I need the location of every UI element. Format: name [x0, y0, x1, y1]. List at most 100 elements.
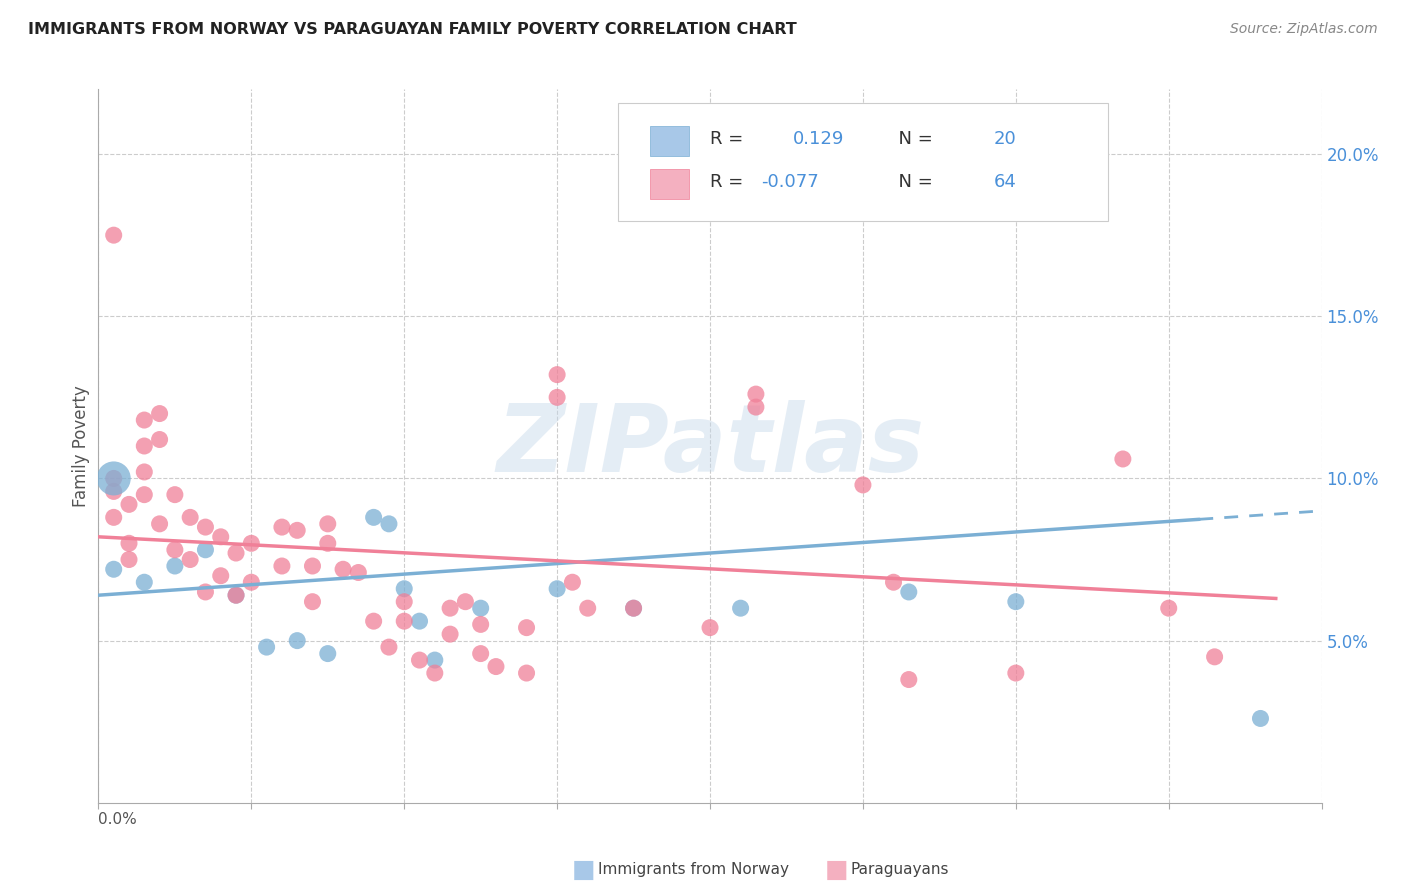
Text: 0.129: 0.129 [793, 130, 845, 148]
Point [470, 617, 492, 632]
Point [316, 516, 339, 531]
Point [439, 627, 461, 641]
Point [439, 601, 461, 615]
Point [163, 559, 186, 574]
Point [332, 562, 354, 576]
Text: 64: 64 [994, 173, 1017, 191]
Point [897, 585, 920, 599]
Y-axis label: Family Poverty: Family Poverty [72, 385, 90, 507]
Text: Source: ZipAtlas.com: Source: ZipAtlas.com [1230, 22, 1378, 37]
Text: ZIPatlas: ZIPatlas [496, 400, 924, 492]
Text: N =: N = [887, 130, 939, 148]
Point [852, 478, 875, 492]
Point [392, 614, 416, 628]
Text: N =: N = [887, 173, 939, 191]
Point [485, 659, 508, 673]
Point [576, 601, 599, 615]
Point [134, 465, 156, 479]
Point [194, 542, 217, 557]
Point [883, 575, 905, 590]
Point [163, 542, 186, 557]
Point [103, 228, 125, 243]
Point [209, 568, 232, 582]
Point [301, 595, 323, 609]
Point [623, 601, 645, 615]
Point [745, 387, 768, 401]
Point [516, 666, 538, 681]
Point [256, 640, 278, 654]
Point [378, 516, 401, 531]
Point [163, 488, 186, 502]
Point [730, 601, 752, 615]
Point [423, 653, 446, 667]
Point [270, 559, 294, 574]
Text: Immigrants from Norway: Immigrants from Norway [598, 863, 789, 877]
Point [347, 566, 370, 580]
Text: R =: R = [710, 130, 749, 148]
Text: 20: 20 [994, 130, 1017, 148]
Point [1004, 595, 1026, 609]
Point [149, 433, 172, 447]
Point [408, 614, 430, 628]
Point [745, 400, 768, 414]
Point [194, 520, 217, 534]
Point [1004, 666, 1026, 681]
Point [134, 439, 156, 453]
Point [423, 666, 446, 681]
Point [392, 582, 416, 596]
Point [270, 520, 294, 534]
Point [546, 582, 568, 596]
Point [316, 536, 339, 550]
Text: 0.0%: 0.0% [98, 812, 138, 827]
Text: IMMIGRANTS FROM NORWAY VS PARAGUAYAN FAMILY POVERTY CORRELATION CHART: IMMIGRANTS FROM NORWAY VS PARAGUAYAN FAM… [28, 22, 797, 37]
Point [118, 552, 141, 566]
Point [470, 647, 492, 661]
Point [179, 510, 201, 524]
Text: R =: R = [710, 173, 749, 191]
Point [285, 524, 308, 538]
Point [363, 614, 385, 628]
Point [546, 390, 568, 404]
FancyBboxPatch shape [650, 127, 689, 156]
Point [516, 621, 538, 635]
Point [149, 407, 172, 421]
Point [225, 588, 247, 602]
Text: -0.077: -0.077 [762, 173, 820, 191]
Point [149, 516, 172, 531]
Point [134, 413, 156, 427]
Point [240, 575, 263, 590]
Point [454, 595, 477, 609]
Point [103, 471, 125, 485]
Point [1204, 649, 1226, 664]
Point [301, 559, 323, 574]
Point [118, 497, 141, 511]
Point [103, 510, 125, 524]
Text: ■: ■ [825, 858, 848, 881]
Point [118, 536, 141, 550]
Point [392, 595, 416, 609]
Point [561, 575, 583, 590]
Point [378, 640, 401, 654]
Point [134, 575, 156, 590]
Point [194, 585, 217, 599]
Text: ■: ■ [572, 858, 595, 881]
Point [316, 647, 339, 661]
Point [1112, 452, 1135, 467]
Point [285, 633, 308, 648]
Point [699, 621, 721, 635]
FancyBboxPatch shape [650, 169, 689, 199]
Point [209, 530, 232, 544]
Text: Paraguayans: Paraguayans [851, 863, 949, 877]
Point [179, 552, 201, 566]
Point [470, 601, 492, 615]
FancyBboxPatch shape [619, 103, 1108, 221]
Point [623, 601, 645, 615]
Point [1249, 711, 1271, 725]
Point [103, 471, 125, 485]
Point [1157, 601, 1180, 615]
Point [363, 510, 385, 524]
Point [103, 562, 125, 576]
Point [408, 653, 430, 667]
Point [897, 673, 920, 687]
Point [134, 488, 156, 502]
